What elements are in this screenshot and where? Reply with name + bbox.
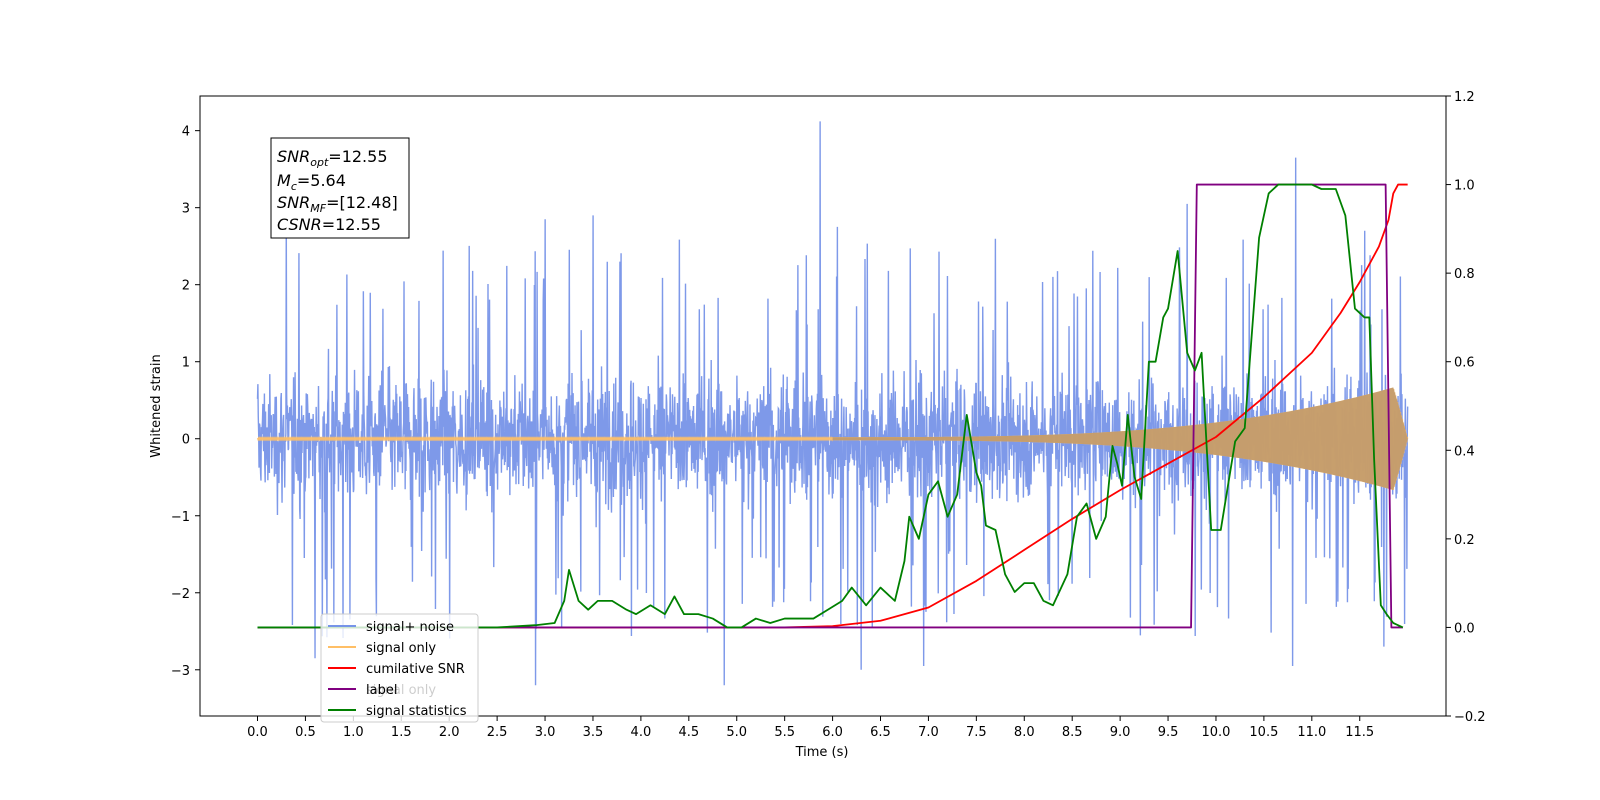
x-tick-label: 5.5 (774, 725, 795, 740)
x-tick-label: 6.5 (870, 725, 891, 740)
y-right-tick-label: 0.4 (1454, 444, 1475, 459)
x-tick-label: 7.5 (966, 725, 987, 740)
y-left-tick-label: 3 (182, 202, 190, 217)
x-tick-label: 6.0 (822, 725, 843, 740)
annotation-box: SNRopt=12.55 Mc=5.64 SNRMF=[12.48] CSNR=… (270, 137, 410, 239)
x-tick-label: 2.0 (439, 725, 460, 740)
x-tick-label: 1.5 (391, 725, 412, 740)
y-left-tick-label: 0 (182, 433, 190, 448)
y-right-tick-label: 0.6 (1454, 356, 1475, 371)
x-tick-label: 3.5 (583, 725, 604, 740)
x-tick-label: 9.0 (1110, 725, 1131, 740)
x-tick-label: 9.5 (1158, 725, 1179, 740)
x-tick-label: 4.5 (678, 725, 699, 740)
axes-frame (199, 95, 1447, 717)
legend-label-signal-only: signal only (366, 641, 436, 656)
legend-label-signal-noise: signal+ noise (366, 620, 454, 635)
x-tick-label: 8.0 (1014, 725, 1035, 740)
x-tick-label: 0.0 (247, 725, 268, 740)
annotation-line-mc: Mc=5.64 (277, 171, 346, 193)
x-axis-label: Time (s) (795, 745, 849, 760)
series-signal-only-envelope (832, 387, 1408, 490)
y-left-tick-label: −1 (171, 510, 190, 525)
y-left-tick-label: 2 (182, 279, 190, 294)
x-tick-label: 4.0 (631, 725, 652, 740)
annotation-line-csnr: CSNR=12.55 (277, 215, 381, 234)
y-left-tick-label: 1 (182, 356, 190, 371)
x-tick-label: 8.5 (1062, 725, 1083, 740)
annotation-frame (270, 137, 410, 239)
plot-area (256, 121, 1409, 686)
legend: signal+ noise signal only cumilative SNR… (320, 613, 479, 723)
y-left-tick-label: −2 (171, 587, 190, 602)
y-right-tick-label: 0.8 (1454, 267, 1475, 282)
y-left-tick-label: −3 (171, 664, 190, 679)
x-tick-label: 0.5 (295, 725, 316, 740)
y-right-tick-label: 1.2 (1454, 90, 1475, 105)
y-axis-label: Whitened strain (149, 354, 164, 457)
x-tick-label: 10.0 (1201, 725, 1230, 740)
annotation-line-snr-mf: SNRMF=[12.48] (277, 193, 398, 215)
series-signal-statistics (257, 183, 1404, 629)
x-tick-label: 11.0 (1297, 725, 1326, 740)
legend-label-signal-statistics: signal statistics (366, 704, 467, 719)
x-tick-label: 3.0 (535, 725, 556, 740)
x-tick-label: 7.0 (918, 725, 939, 740)
x-tick-label: 10.5 (1249, 725, 1278, 740)
legend-frame (320, 613, 479, 723)
x-tick-label: 5.0 (726, 725, 747, 740)
x-tick-label: 1.0 (343, 725, 364, 740)
x-tick-label: 2.5 (487, 725, 508, 740)
x-tick-label: 11.5 (1345, 725, 1374, 740)
axis-ticks: 0.0 0.5 1.0 1.5 2.0 2.5 3.0 3.5 4.0 4.5 5.0 5.5 6.0 6… (171, 90, 1486, 740)
y-left-tick-label: 4 (182, 125, 190, 140)
y-right-tick-label: 0.2 (1454, 533, 1475, 548)
annotation-line-snr-opt: SNRopt=12.55 (277, 147, 388, 169)
legend-ghost-label: signal only (366, 683, 436, 698)
legend-label-cumulative-snr: cumilative SNR (366, 662, 465, 677)
y-right-tick-label: −0.2 (1454, 710, 1486, 725)
legend-label-label: label (366, 683, 397, 698)
y-right-tick-label: 0.0 (1454, 621, 1475, 636)
y-right-tick-label: 1.0 (1454, 179, 1475, 194)
